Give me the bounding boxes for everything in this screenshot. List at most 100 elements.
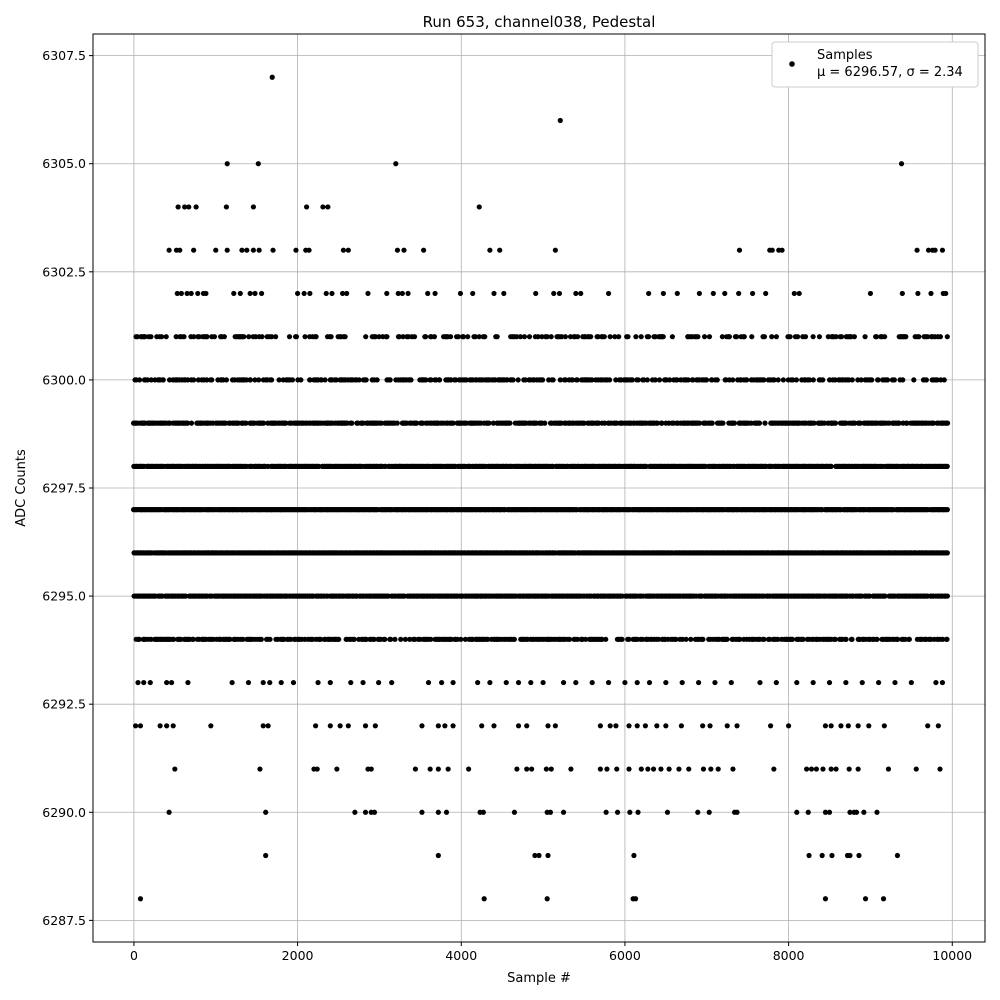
data-point	[805, 809, 811, 815]
data-point	[674, 290, 680, 297]
data-point	[268, 377, 275, 383]
data-point	[135, 679, 141, 686]
data-point	[241, 334, 247, 340]
data-point	[164, 679, 170, 686]
data-point	[540, 679, 546, 686]
data-point	[252, 290, 258, 297]
data-point	[663, 679, 669, 686]
data-point	[707, 723, 713, 729]
data-point	[352, 809, 358, 815]
data-point	[574, 636, 580, 642]
data-point	[227, 636, 233, 642]
data-point	[323, 290, 329, 297]
data-point	[894, 852, 901, 859]
data-point	[313, 334, 319, 340]
data-point	[132, 723, 139, 729]
data-point	[435, 852, 441, 859]
data-point	[575, 334, 581, 340]
data-point	[614, 766, 620, 772]
data-point	[265, 723, 271, 729]
data-point	[709, 420, 715, 426]
data-point	[660, 334, 666, 340]
data-point	[515, 679, 522, 686]
data-point	[895, 636, 901, 642]
data-point	[695, 679, 702, 686]
data-point	[737, 636, 743, 642]
data-point	[761, 334, 768, 340]
data-point	[793, 377, 800, 383]
data-point	[399, 290, 405, 297]
data-point	[363, 377, 369, 383]
data-point	[658, 766, 664, 772]
legend-marker	[789, 61, 795, 67]
data-point	[875, 377, 881, 383]
data-point	[695, 334, 701, 340]
data-point	[526, 334, 533, 340]
data-point	[862, 896, 869, 902]
data-point	[181, 334, 187, 340]
data-point	[425, 679, 432, 686]
data-point	[939, 247, 946, 253]
data-point	[646, 290, 652, 297]
data-point	[568, 766, 574, 772]
data-point	[589, 679, 595, 686]
data-point	[828, 463, 834, 469]
data-point	[491, 290, 497, 297]
data-point	[937, 334, 943, 340]
data-point	[650, 766, 657, 772]
data-point	[510, 377, 516, 383]
data-point	[389, 679, 395, 686]
data-point	[247, 290, 253, 297]
data-point	[298, 377, 304, 383]
data-point	[851, 334, 857, 340]
data-point	[925, 723, 931, 729]
data-point	[204, 334, 210, 340]
data-point	[769, 334, 775, 340]
data-point	[806, 852, 812, 859]
data-point	[481, 896, 487, 902]
data-point	[457, 290, 464, 297]
data-point	[885, 766, 892, 772]
data-point	[862, 334, 868, 340]
data-point	[849, 377, 855, 383]
data-point	[439, 679, 445, 686]
data-point	[741, 334, 747, 340]
data-point	[826, 809, 833, 815]
data-point	[466, 766, 472, 772]
data-point	[163, 334, 169, 340]
data-point	[148, 636, 154, 642]
data-point	[822, 723, 829, 729]
data-point	[543, 766, 549, 772]
data-point	[193, 204, 199, 210]
data-point	[491, 723, 497, 729]
data-point	[769, 247, 775, 253]
data-point	[557, 117, 563, 124]
data-point	[223, 204, 229, 210]
data-point	[159, 334, 165, 340]
data-point	[174, 290, 180, 297]
data-point	[191, 377, 197, 383]
x-tick-label: 0	[130, 948, 138, 963]
data-point	[911, 377, 917, 383]
data-point	[935, 723, 941, 729]
data-point	[603, 809, 609, 815]
chart-title: Run 653, channel038, Pedestal	[423, 13, 656, 31]
data-point	[773, 679, 779, 686]
data-point	[532, 852, 538, 859]
data-point	[847, 852, 853, 859]
data-point	[556, 290, 563, 297]
data-point	[372, 723, 378, 729]
data-point	[828, 723, 834, 729]
data-point	[164, 723, 170, 729]
data-point	[775, 636, 781, 642]
data-point	[794, 809, 800, 815]
data-point	[730, 377, 736, 383]
data-point	[710, 290, 716, 297]
data-point	[833, 766, 839, 772]
data-point	[550, 377, 556, 383]
data-point	[435, 809, 441, 815]
y-tick-label: 6295.0	[42, 589, 86, 604]
data-point	[916, 334, 922, 340]
data-point	[231, 290, 237, 297]
data-point	[371, 636, 377, 642]
